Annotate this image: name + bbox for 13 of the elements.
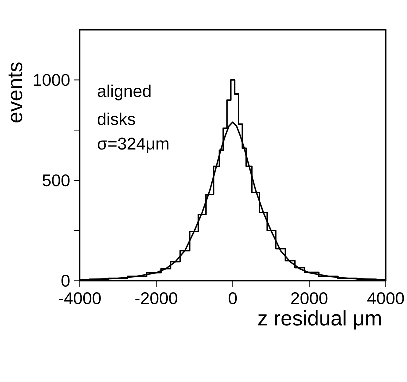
x-tick-label: 2000 xyxy=(292,292,328,305)
annotation: aligned xyxy=(98,84,151,101)
annotation: disks xyxy=(98,112,136,126)
y-tick-label: 0 xyxy=(62,275,70,287)
x-tick-label: -2000 xyxy=(136,292,178,305)
y-tick-label: 1000 xyxy=(34,74,70,86)
y-axis-title: events xyxy=(8,62,23,123)
x-tick-label: 0 xyxy=(228,292,238,305)
x-axis-title: z residual μm xyxy=(258,310,382,330)
annotation: σ=324μm xyxy=(98,138,169,153)
x-tick-label: 4000 xyxy=(368,292,404,305)
x-tick-label: -4000 xyxy=(59,292,101,305)
y-tick-label: 500 xyxy=(42,174,70,187)
